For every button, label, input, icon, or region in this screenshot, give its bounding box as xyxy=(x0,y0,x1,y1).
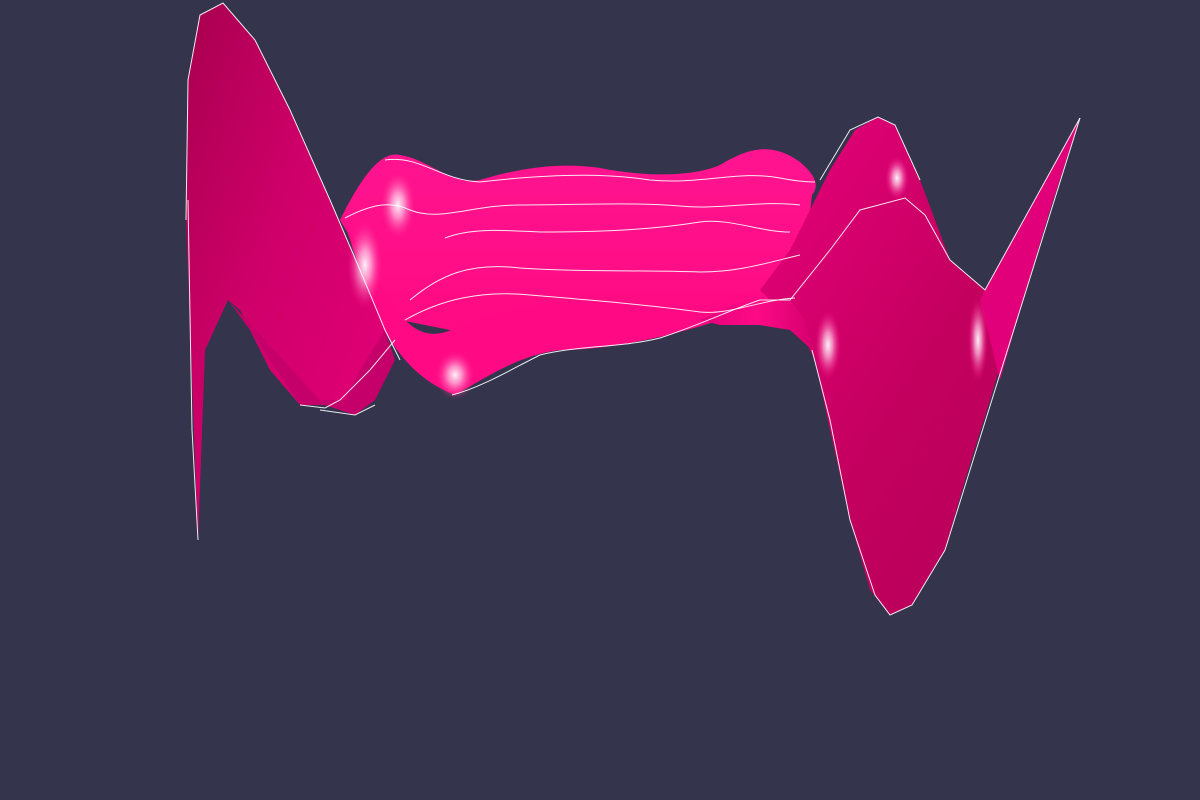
mesh-line-back-3 xyxy=(444,220,791,239)
specular-highlight-front xyxy=(435,350,475,400)
mesh-line-left-edge xyxy=(185,2,401,361)
mesh-line-mid-1 xyxy=(409,254,801,301)
surface-back-sheet xyxy=(340,149,816,340)
specular-highlight-right-mid xyxy=(815,310,841,380)
mesh-line-right-front xyxy=(811,117,1081,616)
mesh-line-left-dip-2 xyxy=(319,404,376,416)
mesh-line-back-2 xyxy=(344,203,801,219)
specular-highlight-right-far xyxy=(968,298,988,382)
surface-right-strip xyxy=(980,118,1080,380)
mesh-line-right-peak xyxy=(819,116,921,181)
mesh-line-left-lower xyxy=(187,199,199,541)
mesh-line-back-1 xyxy=(384,158,816,183)
mesh-line-front xyxy=(451,299,761,396)
specular-highlight-back-left xyxy=(380,170,416,240)
surface-mesh-lines xyxy=(185,2,1081,616)
surface-right-wall xyxy=(760,117,1080,615)
specular-highlight-left xyxy=(347,220,383,310)
mesh-line-left-dip xyxy=(299,339,396,409)
mesh-line-right-edge xyxy=(760,117,1081,301)
specular-highlight-right-peak xyxy=(885,156,909,200)
